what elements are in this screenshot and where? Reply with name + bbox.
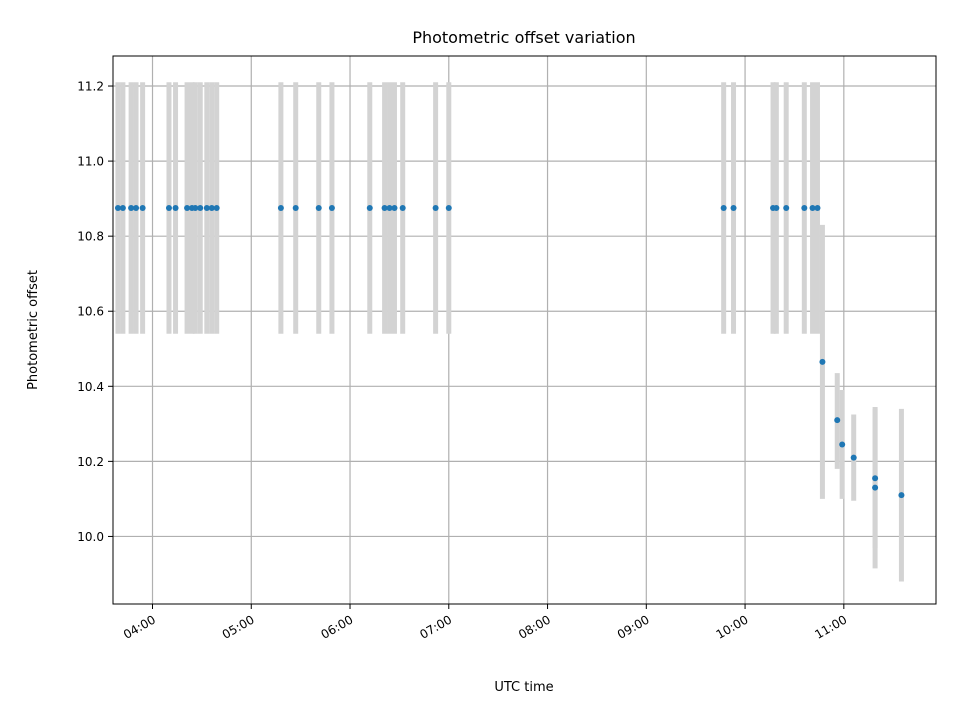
data-point <box>850 454 857 461</box>
data-point <box>203 205 210 212</box>
y-tick-label: 11.2 <box>77 80 104 94</box>
y-tick-label: 10.8 <box>77 230 104 244</box>
error-bars <box>115 82 904 582</box>
data-point <box>184 205 191 212</box>
data-point <box>197 205 204 212</box>
x-tick-label: 05:00 <box>220 612 257 641</box>
data-point <box>165 205 172 212</box>
y-tick-label: 10.6 <box>77 305 104 319</box>
data-point <box>139 205 146 212</box>
data-point <box>119 205 126 212</box>
data-point <box>783 205 790 212</box>
plot-frame <box>112 55 937 605</box>
y-axis-label: Photometric offset <box>26 270 41 390</box>
data-point <box>898 492 905 499</box>
data-point <box>315 205 322 212</box>
data-point <box>399 205 406 212</box>
chart-title: Photometric offset variation <box>412 28 635 47</box>
y-tick-label: 10.4 <box>77 380 104 394</box>
data-point <box>381 205 388 212</box>
x-tick-label: 10:00 <box>714 612 751 641</box>
data-point <box>801 205 808 212</box>
x-tick-label: 07:00 <box>417 612 454 641</box>
data-point <box>809 205 816 212</box>
data-point <box>208 205 215 212</box>
data-point <box>391 205 398 212</box>
x-tick-label: 06:00 <box>319 612 356 641</box>
x-tick-label: 04:00 <box>121 612 158 641</box>
x-tick-label: 11:00 <box>812 612 849 641</box>
data-point <box>213 205 220 212</box>
y-axis-ticks: 10.0 10.2 10.4 10.6 10.8 11.0 11.2 <box>77 80 113 544</box>
data-point <box>133 205 140 212</box>
data-point <box>872 484 879 491</box>
data-point <box>730 205 737 212</box>
data-point <box>819 358 826 365</box>
data-point <box>814 205 821 212</box>
data-point <box>366 205 373 212</box>
data-point <box>839 441 846 448</box>
data-point <box>445 205 452 212</box>
data-point <box>872 475 879 482</box>
x-axis-ticks: 04:00 05:00 06:00 07:00 08:00 09:00 10:00 11:00 <box>121 604 849 642</box>
x-tick-label: 08:00 <box>516 612 553 641</box>
data-point <box>172 205 179 212</box>
data-point <box>128 205 135 212</box>
y-tick-label: 10.0 <box>77 530 104 544</box>
data-point <box>773 205 780 212</box>
data-point <box>192 205 199 212</box>
x-tick-label: 09:00 <box>615 612 652 641</box>
y-tick-label: 11.0 <box>77 155 104 169</box>
grid <box>113 56 936 604</box>
data-point <box>277 205 284 212</box>
data-point <box>834 417 841 424</box>
y-tick-label: 10.2 <box>77 455 104 469</box>
data-point <box>432 205 439 212</box>
data-point <box>328 205 335 212</box>
data-point <box>114 205 121 212</box>
data-points <box>114 205 905 499</box>
data-point <box>292 205 299 212</box>
data-point <box>386 205 393 212</box>
x-axis-label: UTC time <box>494 680 553 695</box>
data-point <box>720 205 727 212</box>
